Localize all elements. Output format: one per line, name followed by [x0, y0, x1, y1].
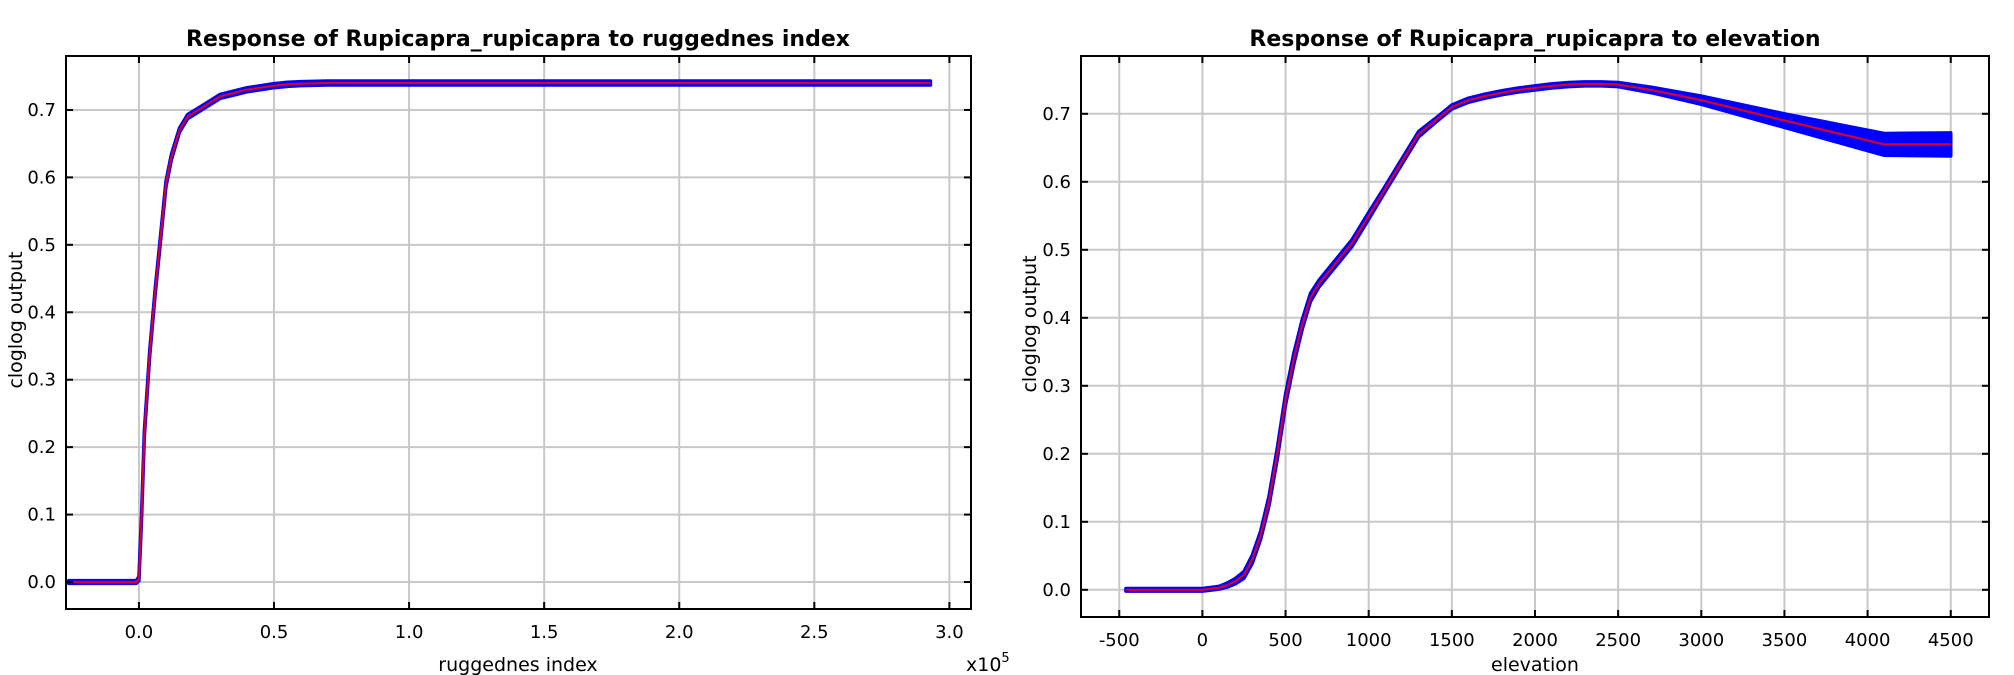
y-tick-label: 0.5	[1042, 240, 1071, 261]
x-tick-label: -500	[1099, 630, 1140, 651]
y-axis-label: cloglog output	[1019, 255, 1041, 392]
confidence-band	[66, 79, 933, 586]
x-tick-label: 4500	[1928, 630, 1974, 651]
y-ticks: 0.0 0.1 0.2 0.3 0.4 0.5 0.6 0.7	[27, 100, 971, 593]
y-tick-label: 0.0	[1042, 580, 1071, 601]
x-tick-label: 2.0	[665, 622, 694, 643]
x-tick-label: 0	[1197, 630, 1208, 651]
grid-lines	[66, 56, 971, 609]
x-tick-label: 1.5	[530, 622, 559, 643]
y-axis-label: cloglog output	[5, 251, 27, 388]
x-tick-label: 3000	[1678, 630, 1724, 651]
y-tick-label: 0.1	[1042, 512, 1071, 533]
y-tick-label: 0.3	[27, 370, 56, 391]
x-tick-label: 2000	[1512, 630, 1558, 651]
plot-frame	[65, 55, 972, 610]
ruggedness-response-chart: Response of Rupicapra_rupicapra to rugge…	[5, 27, 1010, 675]
y-tick-label: 0.2	[27, 437, 56, 458]
response-line	[1125, 82, 1951, 591]
y-tick-label: 0.1	[27, 505, 56, 526]
y-tick-label: 0.7	[1042, 104, 1071, 125]
x-axis-multiplier-base: x10	[966, 654, 1001, 675]
x-tick-label: 2.5	[800, 622, 829, 643]
x-tick-label: 4000	[1845, 630, 1891, 651]
x-tick-label: 2500	[1595, 630, 1641, 651]
x-ticks: 0.0 0.5 1.0 1.5 2.0 2.5 3.0	[125, 56, 964, 643]
y-tick-label: 0.2	[1042, 444, 1071, 465]
elevation-response-chart: Response of Rupicapra_rupicapra to eleva…	[1019, 27, 1990, 675]
y-tick-label: 0.6	[1042, 172, 1071, 193]
confidence-band-area	[1124, 80, 1953, 593]
x-tick-label: 1.0	[395, 622, 424, 643]
x-axis-label: ruggednes index	[438, 654, 597, 675]
x-tick-label: 1000	[1346, 630, 1392, 651]
mean-response-line	[68, 81, 931, 584]
y-ticks: 0.0 0.1 0.2 0.3 0.4 0.5 0.6 0.7	[1042, 104, 1989, 601]
response-line	[68, 81, 931, 584]
x-tick-label: 3.0	[935, 622, 964, 643]
y-tick-label: 0.4	[1042, 308, 1071, 329]
x-axis-multiplier-exponent: 5	[1001, 651, 1009, 666]
x-tick-label: 0.0	[125, 622, 154, 643]
x-tick-label: 500	[1268, 630, 1302, 651]
y-tick-label: 0.3	[1042, 376, 1071, 397]
confidence-band	[1124, 80, 1953, 593]
y-tick-label: 0.0	[27, 572, 56, 593]
x-ticks: -500 0 500 1000 1500 2000 2500 3000 3500 4000 4500	[1099, 56, 1974, 651]
x-tick-label: 3500	[1762, 630, 1808, 651]
x-axis-label: elevation	[1491, 654, 1579, 675]
y-tick-label: 0.5	[27, 235, 56, 256]
y-tick-label: 0.6	[27, 167, 56, 188]
x-tick-label: 0.5	[260, 622, 289, 643]
chart-title: Response of Rupicapra_rupicapra to rugge…	[186, 27, 850, 52]
x-axis-multiplier: x105	[966, 651, 1010, 675]
grid-lines	[1081, 56, 1989, 617]
x-tick-label: 1500	[1429, 630, 1475, 651]
y-tick-label: 0.4	[27, 302, 56, 323]
mean-response-line	[1125, 82, 1951, 591]
y-tick-label: 0.7	[27, 100, 56, 121]
chart-title: Response of Rupicapra_rupicapra to eleva…	[1249, 27, 1820, 52]
confidence-band-area	[66, 79, 933, 586]
